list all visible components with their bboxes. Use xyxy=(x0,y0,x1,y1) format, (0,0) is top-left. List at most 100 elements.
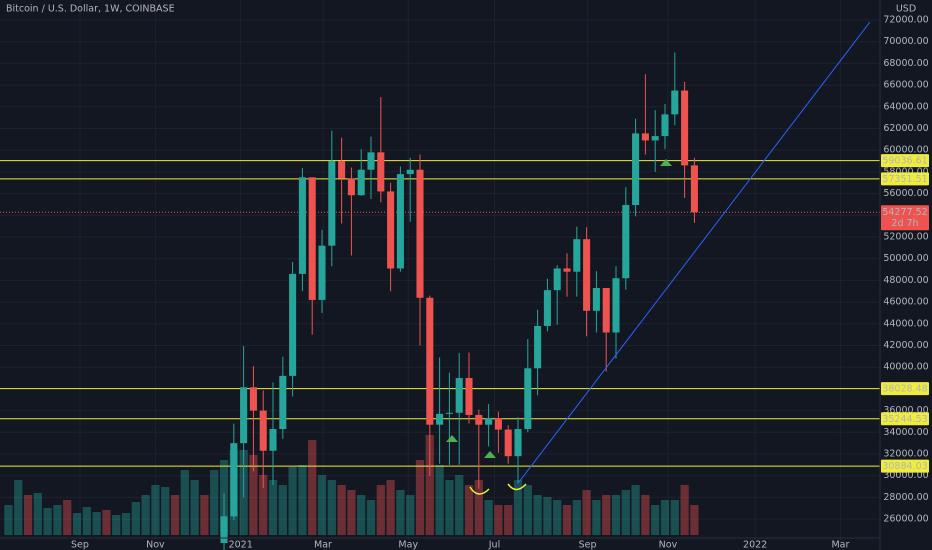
volume-bar xyxy=(190,480,199,535)
currency-label: USD xyxy=(896,4,916,15)
y-tick-label: 60000.00 xyxy=(883,145,928,156)
volume-bar xyxy=(396,490,405,535)
volume-pane xyxy=(4,435,699,535)
candle-body xyxy=(308,177,316,300)
volume-bar xyxy=(72,513,82,535)
candle-body xyxy=(553,268,561,291)
volume-bar xyxy=(670,500,679,535)
last-price-label: 54277.52 xyxy=(882,207,927,218)
x-tick-label: Mar xyxy=(831,540,849,550)
volume-bar xyxy=(298,465,307,535)
y-tick-label: 48000.00 xyxy=(883,275,928,286)
x-tick-label: Nov xyxy=(146,540,165,550)
candle-body xyxy=(573,239,581,272)
volume-bar xyxy=(102,510,111,535)
pattern-marker xyxy=(660,159,672,166)
volume-bar xyxy=(651,505,660,535)
volume-bar xyxy=(592,500,601,535)
volume-bar xyxy=(121,513,131,535)
y-tick-label: 56000.00 xyxy=(883,188,928,199)
y-tick-label: 44000.00 xyxy=(883,318,928,329)
volume-bar xyxy=(533,495,542,535)
candle-body xyxy=(289,273,297,376)
y-tick-label: 34000.00 xyxy=(883,427,928,438)
axis-labels: 26000.00 28000.00 30000.00 32000.00 34000.00… xyxy=(71,14,929,550)
candle-body xyxy=(328,161,336,246)
y-tick-label: 70000.00 xyxy=(883,36,928,47)
y-tick-label: 66000.00 xyxy=(883,80,928,91)
volume-bar xyxy=(92,512,101,535)
volume-bar xyxy=(543,497,552,535)
volume-bar xyxy=(376,485,385,535)
level-label: 57351.51 xyxy=(882,174,927,185)
candle-body xyxy=(681,90,689,166)
trendline xyxy=(517,21,871,484)
candle-body xyxy=(514,429,522,457)
volume-bar xyxy=(572,500,581,535)
candle-body xyxy=(602,287,610,333)
chart-title: Bitcoin / U.S. Dollar, 1W, COINBASE xyxy=(6,4,175,15)
volume-bar xyxy=(337,485,346,535)
volume-bar xyxy=(425,435,434,535)
volume-bar xyxy=(327,480,336,535)
volume-bar xyxy=(170,495,180,535)
volume-bar xyxy=(180,470,189,535)
volume-bar xyxy=(513,480,523,535)
volume-bar xyxy=(562,505,572,535)
candle-body xyxy=(455,378,463,413)
y-tick-label: 32000.00 xyxy=(883,449,928,460)
volume-bar xyxy=(484,500,493,535)
candle-body xyxy=(396,174,404,269)
volume-bar xyxy=(631,485,640,535)
y-tick-label: 28000.00 xyxy=(883,492,928,503)
x-tick-label: Jul xyxy=(488,540,500,550)
volume-bar xyxy=(23,495,33,535)
volume-bar xyxy=(660,500,670,535)
level-label-box xyxy=(881,459,929,473)
y-tick-label: 68000.00 xyxy=(883,58,928,69)
candle-body xyxy=(249,387,257,411)
candle-body xyxy=(445,412,453,414)
candle-body xyxy=(524,368,532,430)
level-label: 35244.53 xyxy=(882,414,927,425)
volume-bar xyxy=(161,487,170,535)
volume-bar xyxy=(523,485,532,535)
candle-body xyxy=(475,414,483,425)
candle-body xyxy=(563,268,571,272)
volume-bar xyxy=(621,490,630,535)
candle-body xyxy=(641,133,649,141)
candle-body xyxy=(279,375,287,430)
countdown-label: 2d 7h xyxy=(891,218,918,229)
candle-body xyxy=(416,169,424,298)
candle-body xyxy=(661,114,669,137)
y-tick-label: 46000.00 xyxy=(883,297,928,308)
volume-bar xyxy=(210,470,219,535)
last-price-box xyxy=(881,205,929,231)
y-tick-label: 42000.00 xyxy=(883,340,928,351)
x-tick-label: Sep xyxy=(71,540,89,550)
y-tick-label: 50000.00 xyxy=(883,253,928,264)
y-tick-label: 26000.00 xyxy=(883,514,928,525)
level-label: 38028.48 xyxy=(882,384,927,395)
x-tick-label: Mar xyxy=(314,540,332,550)
volume-bar xyxy=(33,493,42,535)
volume-bar xyxy=(43,508,52,535)
volume-bar xyxy=(504,505,513,535)
x-tick-label: Nov xyxy=(659,540,678,550)
candles xyxy=(220,21,871,550)
level-label-box xyxy=(881,172,929,186)
candle-body xyxy=(338,161,346,179)
volume-bar xyxy=(690,505,699,535)
candle-body xyxy=(426,297,434,425)
volume-bar xyxy=(455,475,464,535)
candle-body xyxy=(504,429,512,457)
candle-body xyxy=(612,278,620,333)
x-tick-label: 2022 xyxy=(743,540,767,550)
volume-bar xyxy=(494,505,503,535)
y-tick-label: 62000.00 xyxy=(883,123,928,134)
level-label: 59036.61 xyxy=(882,156,927,167)
candle-body xyxy=(230,443,238,517)
candle-body xyxy=(494,418,502,430)
